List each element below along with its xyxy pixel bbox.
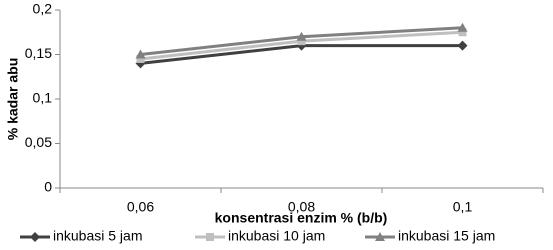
x-tick-label: 0,1 (453, 199, 473, 215)
legend-label: inkubasi 5 jam (53, 228, 143, 244)
legend-label: inkubasi 10 jam (228, 228, 325, 244)
x-tick-label: 0,06 (127, 199, 154, 215)
y-tick-label: 0,05 (25, 134, 52, 150)
point (458, 28, 467, 37)
legend-marker (30, 232, 40, 242)
point (457, 40, 468, 51)
y-tick-label: 0 (44, 179, 52, 195)
point (457, 22, 468, 32)
x-tick-label: 0,08 (288, 199, 315, 215)
point (296, 31, 307, 41)
y-tick-label: 0,1 (33, 90, 53, 106)
point (297, 37, 306, 46)
y-axis-label: % kadar abu (5, 58, 21, 140)
legend-marker (206, 233, 214, 241)
y-tick-label: 0,15 (25, 45, 52, 61)
point (136, 54, 145, 63)
legend-marker (375, 232, 385, 241)
x-axis-label: konsentrasi enzim % (b/b) (215, 210, 388, 226)
point (135, 49, 146, 59)
legend-label: inkubasi 15 jam (398, 228, 495, 244)
y-tick-label: 0,2 (33, 1, 53, 17)
